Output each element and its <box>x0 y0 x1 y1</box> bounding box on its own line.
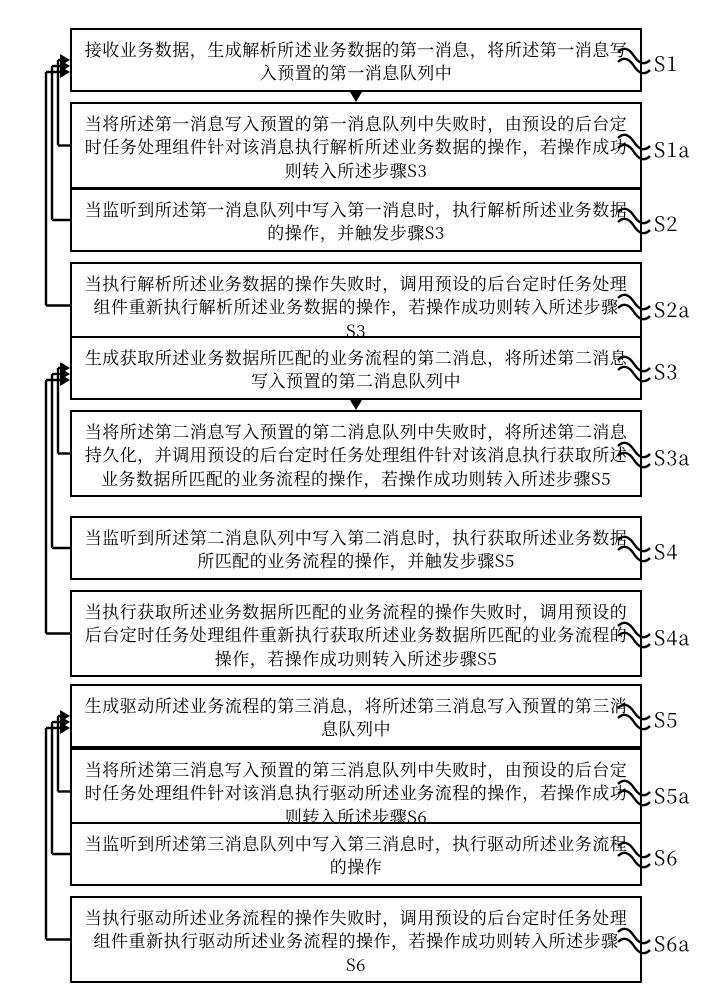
flow-box-S6a: 当执行驱动所述业务流程的操作失败时，调用预设的后台定时任务处理组件重新执行驱动所… <box>70 896 642 983</box>
loopback-S2a-S1 <box>42 68 78 318</box>
wave-connector-S6 <box>616 842 652 868</box>
loopback-S6a-S5 <box>42 724 78 952</box>
step-label-S3a: S3a <box>654 442 690 471</box>
step-label-S5a: S5a <box>654 780 690 809</box>
wave-connector-S4 <box>616 536 652 562</box>
loopback-S4a-S3 <box>42 376 78 646</box>
flow-box-S6: 当监听到所述第三消息队列中写入第三消息时，执行驱动所述业务流程的操作 <box>70 822 642 886</box>
flowchart-page: 接收业务数据，生成解析所述业务数据的第一消息，将所述第一消息写入预置的第一消息队… <box>0 0 712 1000</box>
wave-connector-S1 <box>616 48 652 74</box>
wave-connector-S2 <box>616 208 652 234</box>
arrow-S3-S3a <box>346 400 366 410</box>
arrow-S1-S1a <box>346 92 366 102</box>
wave-connector-S1a <box>616 134 652 160</box>
flow-box-S4: 当监听到所述第二消息队列中写入第二消息时，执行获取所述业务数据所匹配的业务流程的… <box>70 516 642 580</box>
step-label-S1: S1 <box>654 48 678 77</box>
flow-box-S3a: 当将所述第二消息写入预置的第二消息队列中失败时，将所述第二消息持久化，并调用预设… <box>70 410 642 497</box>
step-label-S5: S5 <box>654 704 678 733</box>
flow-box-S2: 当监听到所述第一消息队列中写入第一消息时，执行解析所述业务数据的操作，并触发步骤… <box>70 188 642 252</box>
step-label-S2: S2 <box>654 208 678 237</box>
step-label-S2a: S2a <box>654 294 690 323</box>
flow-box-S3: 生成获取所述业务数据所匹配的业务流程的第二消息，将所述第二消息写入预置的第二消息… <box>70 336 642 400</box>
step-label-S1a: S1a <box>654 134 690 163</box>
wave-connector-S5a <box>616 780 652 806</box>
wave-connector-S2a <box>616 294 652 320</box>
flow-box-S1: 接收业务数据，生成解析所述业务数据的第一消息，将所述第一消息写入预置的第一消息队… <box>70 28 642 92</box>
step-label-S4a: S4a <box>654 622 690 651</box>
flow-box-S4a: 当执行获取所述业务数据所匹配的业务流程的操作失败时，调用预设的后台定时任务处理组… <box>70 590 642 677</box>
flow-box-S1a: 当将所述第一消息写入预置的第一消息队列中失败时，由预设的后台定时任务处理组件针对… <box>70 102 642 189</box>
step-label-S6a: S6a <box>654 928 690 957</box>
step-label-S3: S3 <box>654 356 678 385</box>
step-label-S6: S6 <box>654 842 678 871</box>
wave-connector-S4a <box>616 622 652 648</box>
wave-connector-S3a <box>616 442 652 468</box>
wave-connector-S6a <box>616 928 652 954</box>
step-label-S4: S4 <box>654 536 678 565</box>
wave-connector-S5 <box>616 704 652 730</box>
wave-connector-S3 <box>616 356 652 382</box>
